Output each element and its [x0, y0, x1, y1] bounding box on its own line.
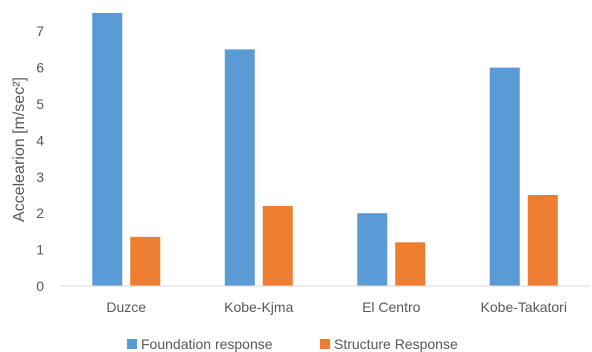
- bar-structure: [262, 205, 293, 286]
- bar-foundation: [224, 49, 255, 287]
- bar-structure: [395, 242, 426, 286]
- legend-label: Foundation response: [141, 336, 273, 352]
- bar-structure: [130, 236, 161, 286]
- x-tick-label: Kobe-Takatori: [481, 299, 567, 315]
- legend: Foundation response Structure Response: [127, 336, 458, 352]
- y-tick-label: 5: [36, 96, 44, 112]
- plot-area: 0 1 2 3 4 5 6 7 Duzce Kobe-Kjma El Centro Kobe-Taka…: [36, 13, 567, 315]
- y-tick-label: 4: [36, 132, 44, 148]
- legend-label: Structure Response: [334, 336, 458, 352]
- y-tick-label: 6: [36, 60, 44, 76]
- y-tick-label: 7: [36, 23, 44, 39]
- legend-swatch: [127, 339, 137, 349]
- y-axis-label: Accelearion [m/sec²]: [11, 77, 28, 222]
- y-tick-label: 2: [36, 205, 44, 221]
- x-tick-label: El Centro: [362, 299, 421, 315]
- y-tick-label: 0: [36, 278, 44, 294]
- bar-foundation: [489, 67, 520, 286]
- bar-structure: [527, 195, 558, 286]
- legend-swatch: [320, 339, 330, 349]
- y-tick-label: 1: [36, 242, 44, 258]
- bar-foundation: [92, 13, 123, 286]
- bar-foundation: [357, 213, 388, 286]
- x-tick-label: Duzce: [106, 299, 146, 315]
- y-tick-label: 3: [36, 169, 44, 185]
- x-tick-label: Kobe-Kjma: [224, 299, 293, 315]
